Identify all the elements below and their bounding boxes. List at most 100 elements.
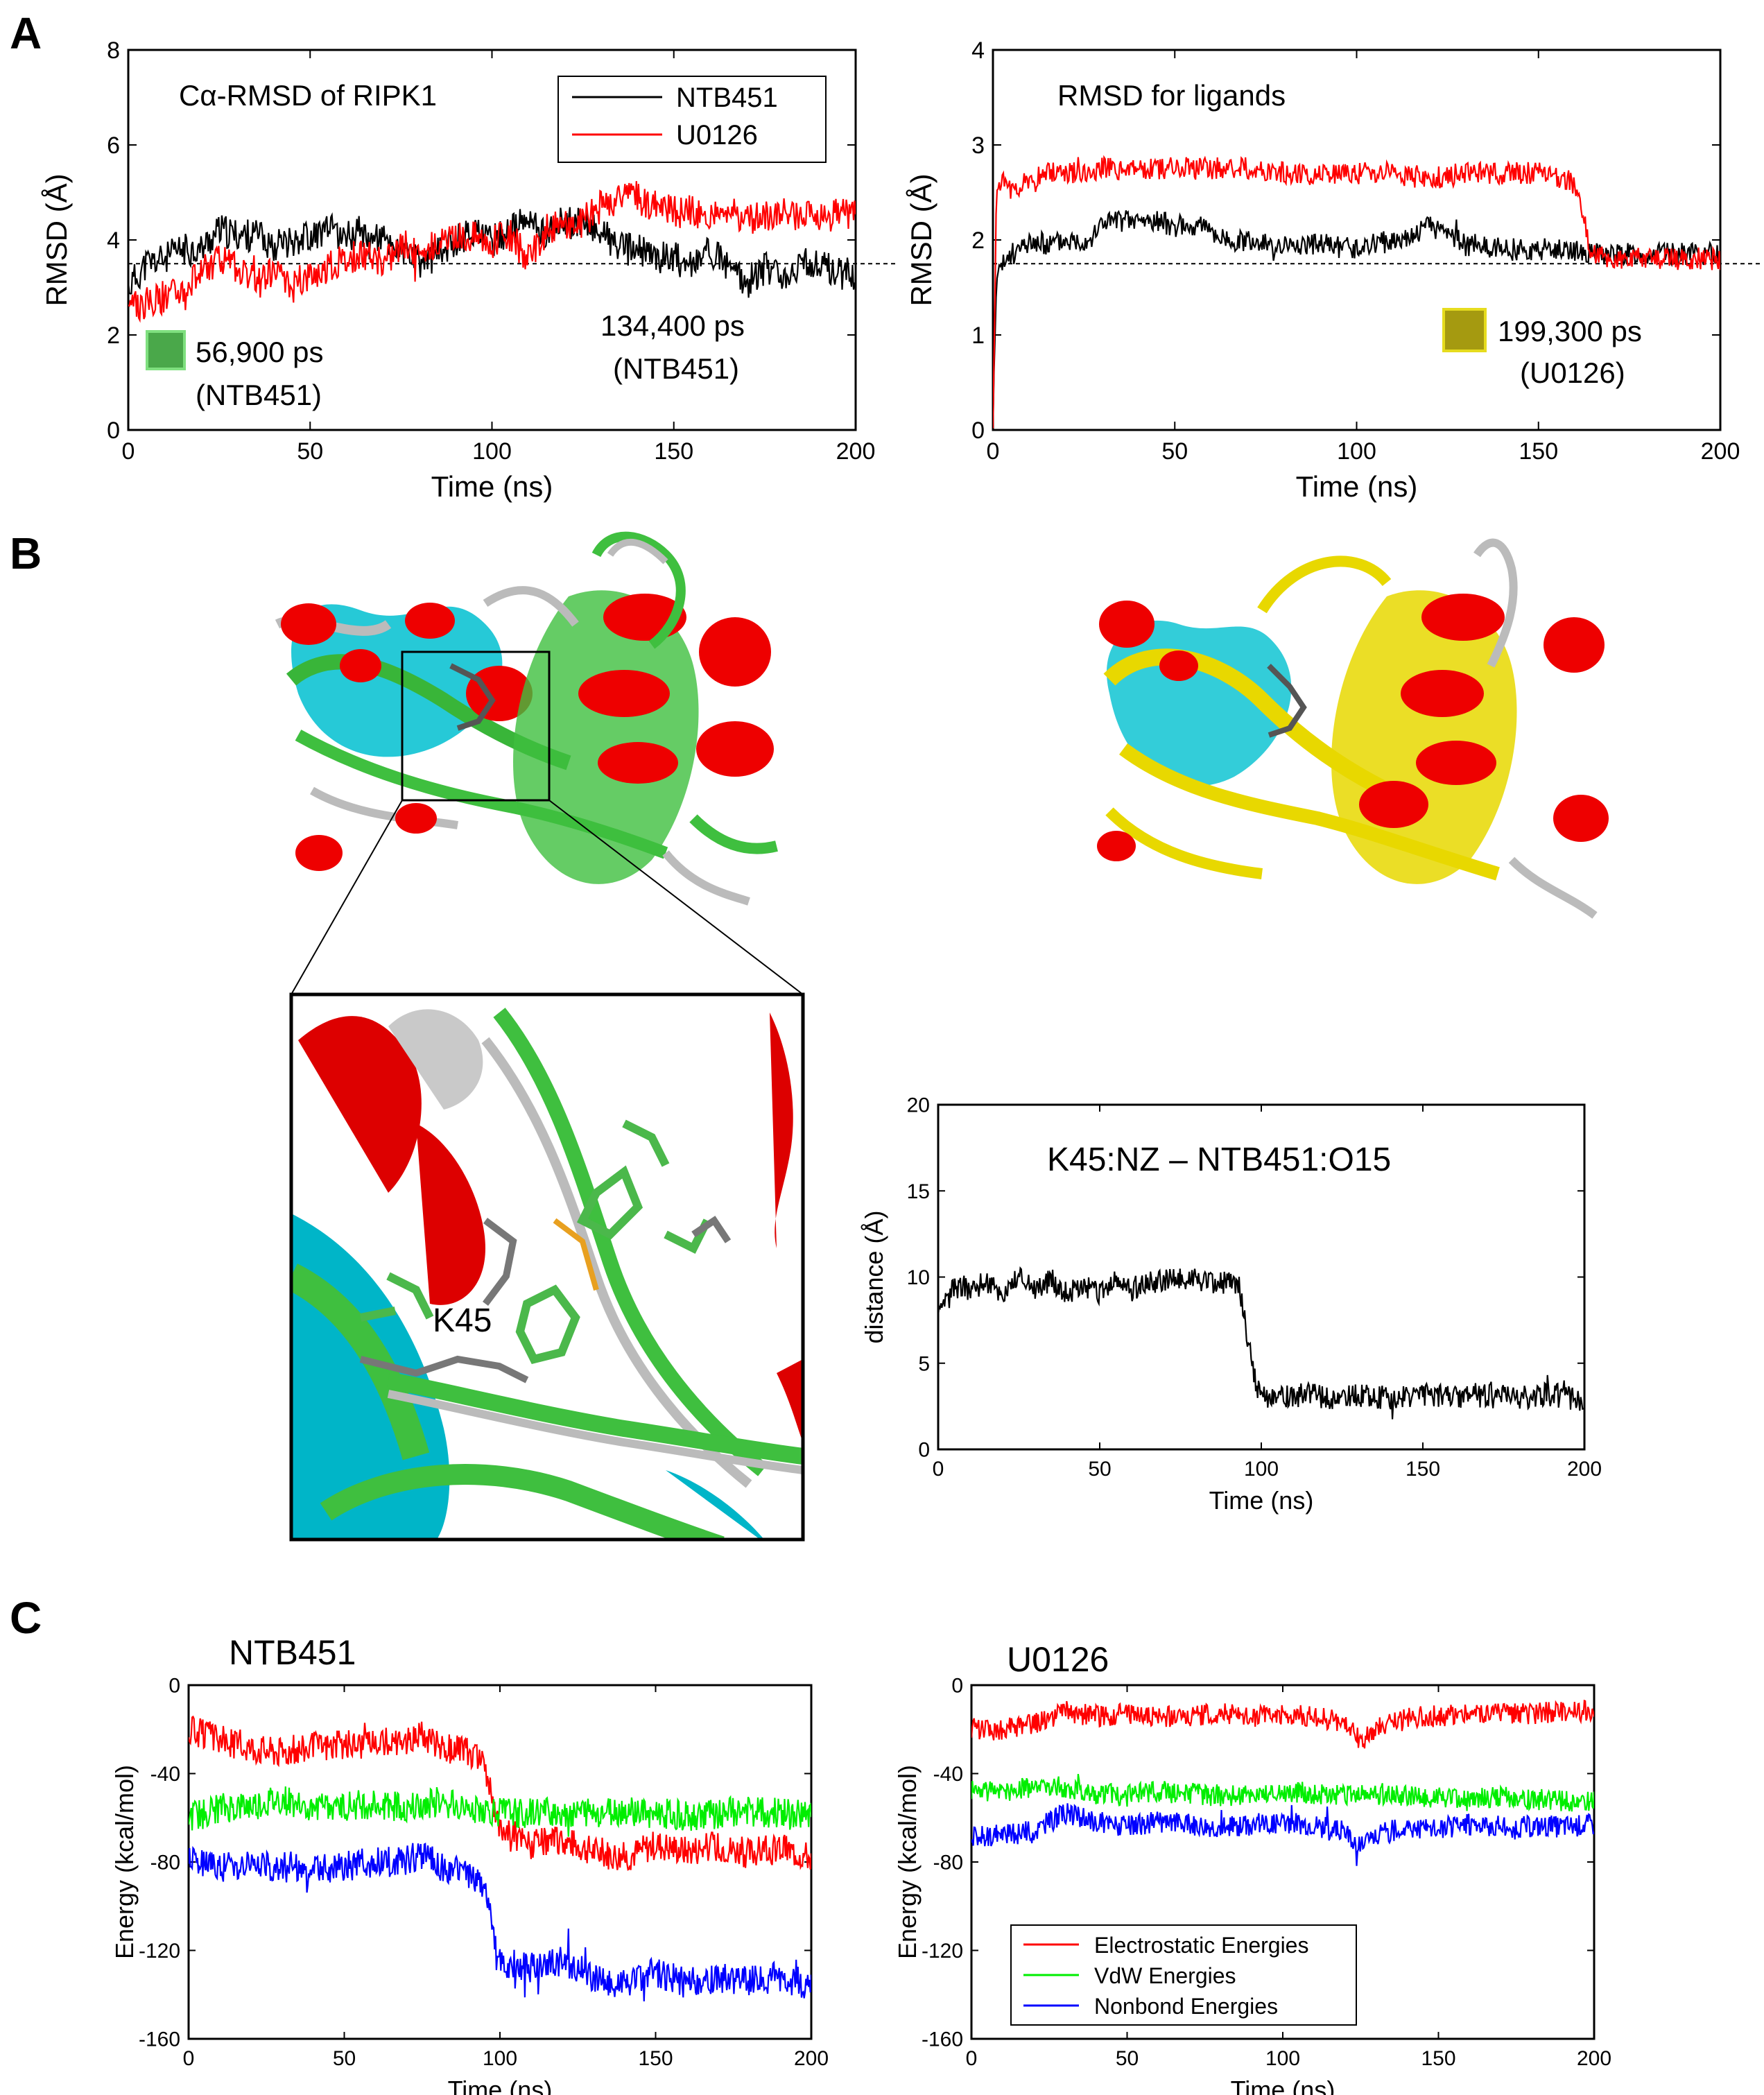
x-tick-label: 150 xyxy=(1406,1458,1440,1481)
protein-structure-u0126 xyxy=(1097,538,1609,919)
panel-letter-b: B xyxy=(10,528,42,578)
x-tick-label: 50 xyxy=(1088,1458,1111,1481)
chart-title: RMSD for ligands xyxy=(1057,79,1286,112)
x-tick-label: 100 xyxy=(1337,438,1376,465)
x-tick-label: 100 xyxy=(1265,2047,1300,2070)
x-tick-label: 150 xyxy=(654,438,693,465)
y-tick-label: -160 xyxy=(139,2028,180,2051)
series-line-vdw-energies xyxy=(971,1773,1594,1812)
x-axis-label: Time (ns) xyxy=(1231,2076,1335,2095)
series-line-nonbond-energies xyxy=(971,1803,1594,1866)
zoom-box xyxy=(401,650,551,802)
y-tick-label: 4 xyxy=(971,37,985,64)
y-tick-label: 0 xyxy=(918,1439,930,1462)
x-tick-label: 0 xyxy=(966,2047,978,2070)
annotation-199300-ligand: (U0126) xyxy=(1520,356,1625,389)
chart-title: Cα-RMSD of RIPK1 xyxy=(179,79,437,112)
annotation-56900-time: 56,900 ps xyxy=(196,336,324,368)
panel-letter-a: A xyxy=(10,8,42,58)
legend-label: U0126 xyxy=(676,120,758,150)
x-tick-label: 50 xyxy=(1116,2047,1139,2070)
x-tick-label: 0 xyxy=(987,438,1000,465)
y-axis-label: distance (Å) xyxy=(860,1210,888,1343)
y-tick-label: 8 xyxy=(107,37,120,64)
chart-calpha-rmsd: 0 50 100 150 200 0 2 4 6 8 Time (ns) RMSD (Å) Cα-RMS… xyxy=(40,37,897,503)
series-line-u0126 xyxy=(128,181,856,323)
zoom-line-right xyxy=(548,800,804,995)
legend-label: Electrostatic Energies xyxy=(1094,1933,1308,1958)
x-tick-label: 200 xyxy=(836,438,876,465)
x-tick-label: 150 xyxy=(1421,2047,1455,2070)
protein-structure-ntb451 xyxy=(275,531,778,906)
annotation-134400-ligand: (NTB451) xyxy=(613,352,739,385)
y-tick-label: 4 xyxy=(107,227,120,254)
y-tick-label: 6 xyxy=(107,132,120,159)
y-tick-label: 0 xyxy=(971,417,985,444)
y-tick-label: 2 xyxy=(107,322,120,349)
x-tick-label: 0 xyxy=(933,1458,944,1481)
chart-title: U0126 xyxy=(1007,1640,1109,1679)
x-tick-label: 0 xyxy=(122,438,135,465)
y-tick-label: 0 xyxy=(168,1675,180,1698)
panel-letter-c: C xyxy=(10,1593,42,1643)
y-axis-label: RMSD (Å) xyxy=(905,173,937,306)
chart-ligand-rmsd: 0 50 100 150 200 0 1 2 3 4 Time (ns) RMSD (Å) RMSD f… xyxy=(905,37,1762,503)
chart-title: NTB451 xyxy=(229,1633,356,1672)
x-tick-label: 100 xyxy=(483,2047,517,2070)
x-tick-label: 150 xyxy=(638,2047,673,2070)
chart-energy-u0126: 0 50 100 150 200 0 -40 -80 -120 -160 Time (ns) Ener… xyxy=(893,1640,1611,2095)
y-tick-label: 15 xyxy=(907,1180,930,1203)
y-tick-label: 10 xyxy=(907,1266,930,1289)
y-tick-label: 0 xyxy=(107,417,120,444)
annotation-134400-time: 134,400 ps xyxy=(600,309,745,342)
legend-label: NTB451 xyxy=(676,83,778,113)
y-axis-label: RMSD (Å) xyxy=(40,173,73,306)
marker-olive-square xyxy=(1442,308,1487,352)
x-tick-label: 50 xyxy=(333,2047,356,2070)
y-tick-label: 20 xyxy=(907,1094,930,1117)
zoom-inset xyxy=(289,992,805,1542)
x-tick-label: 150 xyxy=(1519,438,1558,465)
x-tick-label: 50 xyxy=(297,438,323,465)
y-tick-label: 3 xyxy=(971,132,985,159)
legend-box xyxy=(557,76,827,163)
legend-label: Nonbond Energies xyxy=(1094,1994,1278,2019)
y-tick-label: -120 xyxy=(922,1940,963,1963)
series-line-electrostatic-energies xyxy=(189,1715,811,1871)
y-tick-label: -40 xyxy=(150,1763,180,1786)
x-tick-label: 50 xyxy=(1161,438,1188,465)
chart-energy-ntb451: 0 50 100 150 200 0 -40 -80 -120 -160 Time (ns) Ener… xyxy=(110,1633,829,2095)
y-tick-label: -80 xyxy=(150,1852,180,1874)
chart-title: K45:NZ – NTB451:O15 xyxy=(1047,1141,1391,1178)
series-line-u0126 xyxy=(993,155,1720,429)
series-line-ntb451 xyxy=(128,207,856,298)
x-axis-label: Time (ns) xyxy=(1296,470,1418,503)
legend-label: VdW Energies xyxy=(1094,1963,1236,1988)
annotation-199300-time: 199,300 ps xyxy=(1498,315,1642,347)
series-line-nonbond-energies xyxy=(189,1842,811,2002)
y-tick-label: 0 xyxy=(951,1675,963,1698)
y-tick-label: -160 xyxy=(922,2028,963,2051)
series-line-electrostatic-energies xyxy=(971,1699,1594,1749)
y-axis-label: Energy (kcal/mol) xyxy=(110,1765,139,1959)
x-axis-label: Time (ns) xyxy=(431,470,553,503)
y-tick-label: -80 xyxy=(933,1852,963,1874)
x-tick-label: 100 xyxy=(1244,1458,1279,1481)
x-axis-label: Time (ns) xyxy=(448,2076,553,2095)
y-tick-label: 2 xyxy=(971,227,985,254)
x-axis-label: Time (ns) xyxy=(1209,1486,1314,1515)
x-tick-label: 0 xyxy=(183,2047,195,2070)
y-tick-label: -40 xyxy=(933,1763,963,1786)
chart-k45-distance: 0 50 100 150 200 0 5 10 15 20 Time (ns) distance (Å… xyxy=(860,1094,1602,1515)
series-line-distance xyxy=(938,1266,1584,1420)
annotation-56900-ligand: (NTB451) xyxy=(196,379,322,411)
x-tick-label: 200 xyxy=(1701,438,1740,465)
x-tick-label: 100 xyxy=(472,438,512,465)
zoom-label-k45: K45 xyxy=(433,1302,492,1339)
x-tick-label: 200 xyxy=(1577,2047,1611,2070)
y-axis-label: Energy (kcal/mol) xyxy=(893,1765,922,1959)
y-tick-label: -120 xyxy=(139,1940,180,1963)
x-tick-label: 200 xyxy=(1567,1458,1602,1481)
y-tick-label: 1 xyxy=(971,322,985,349)
